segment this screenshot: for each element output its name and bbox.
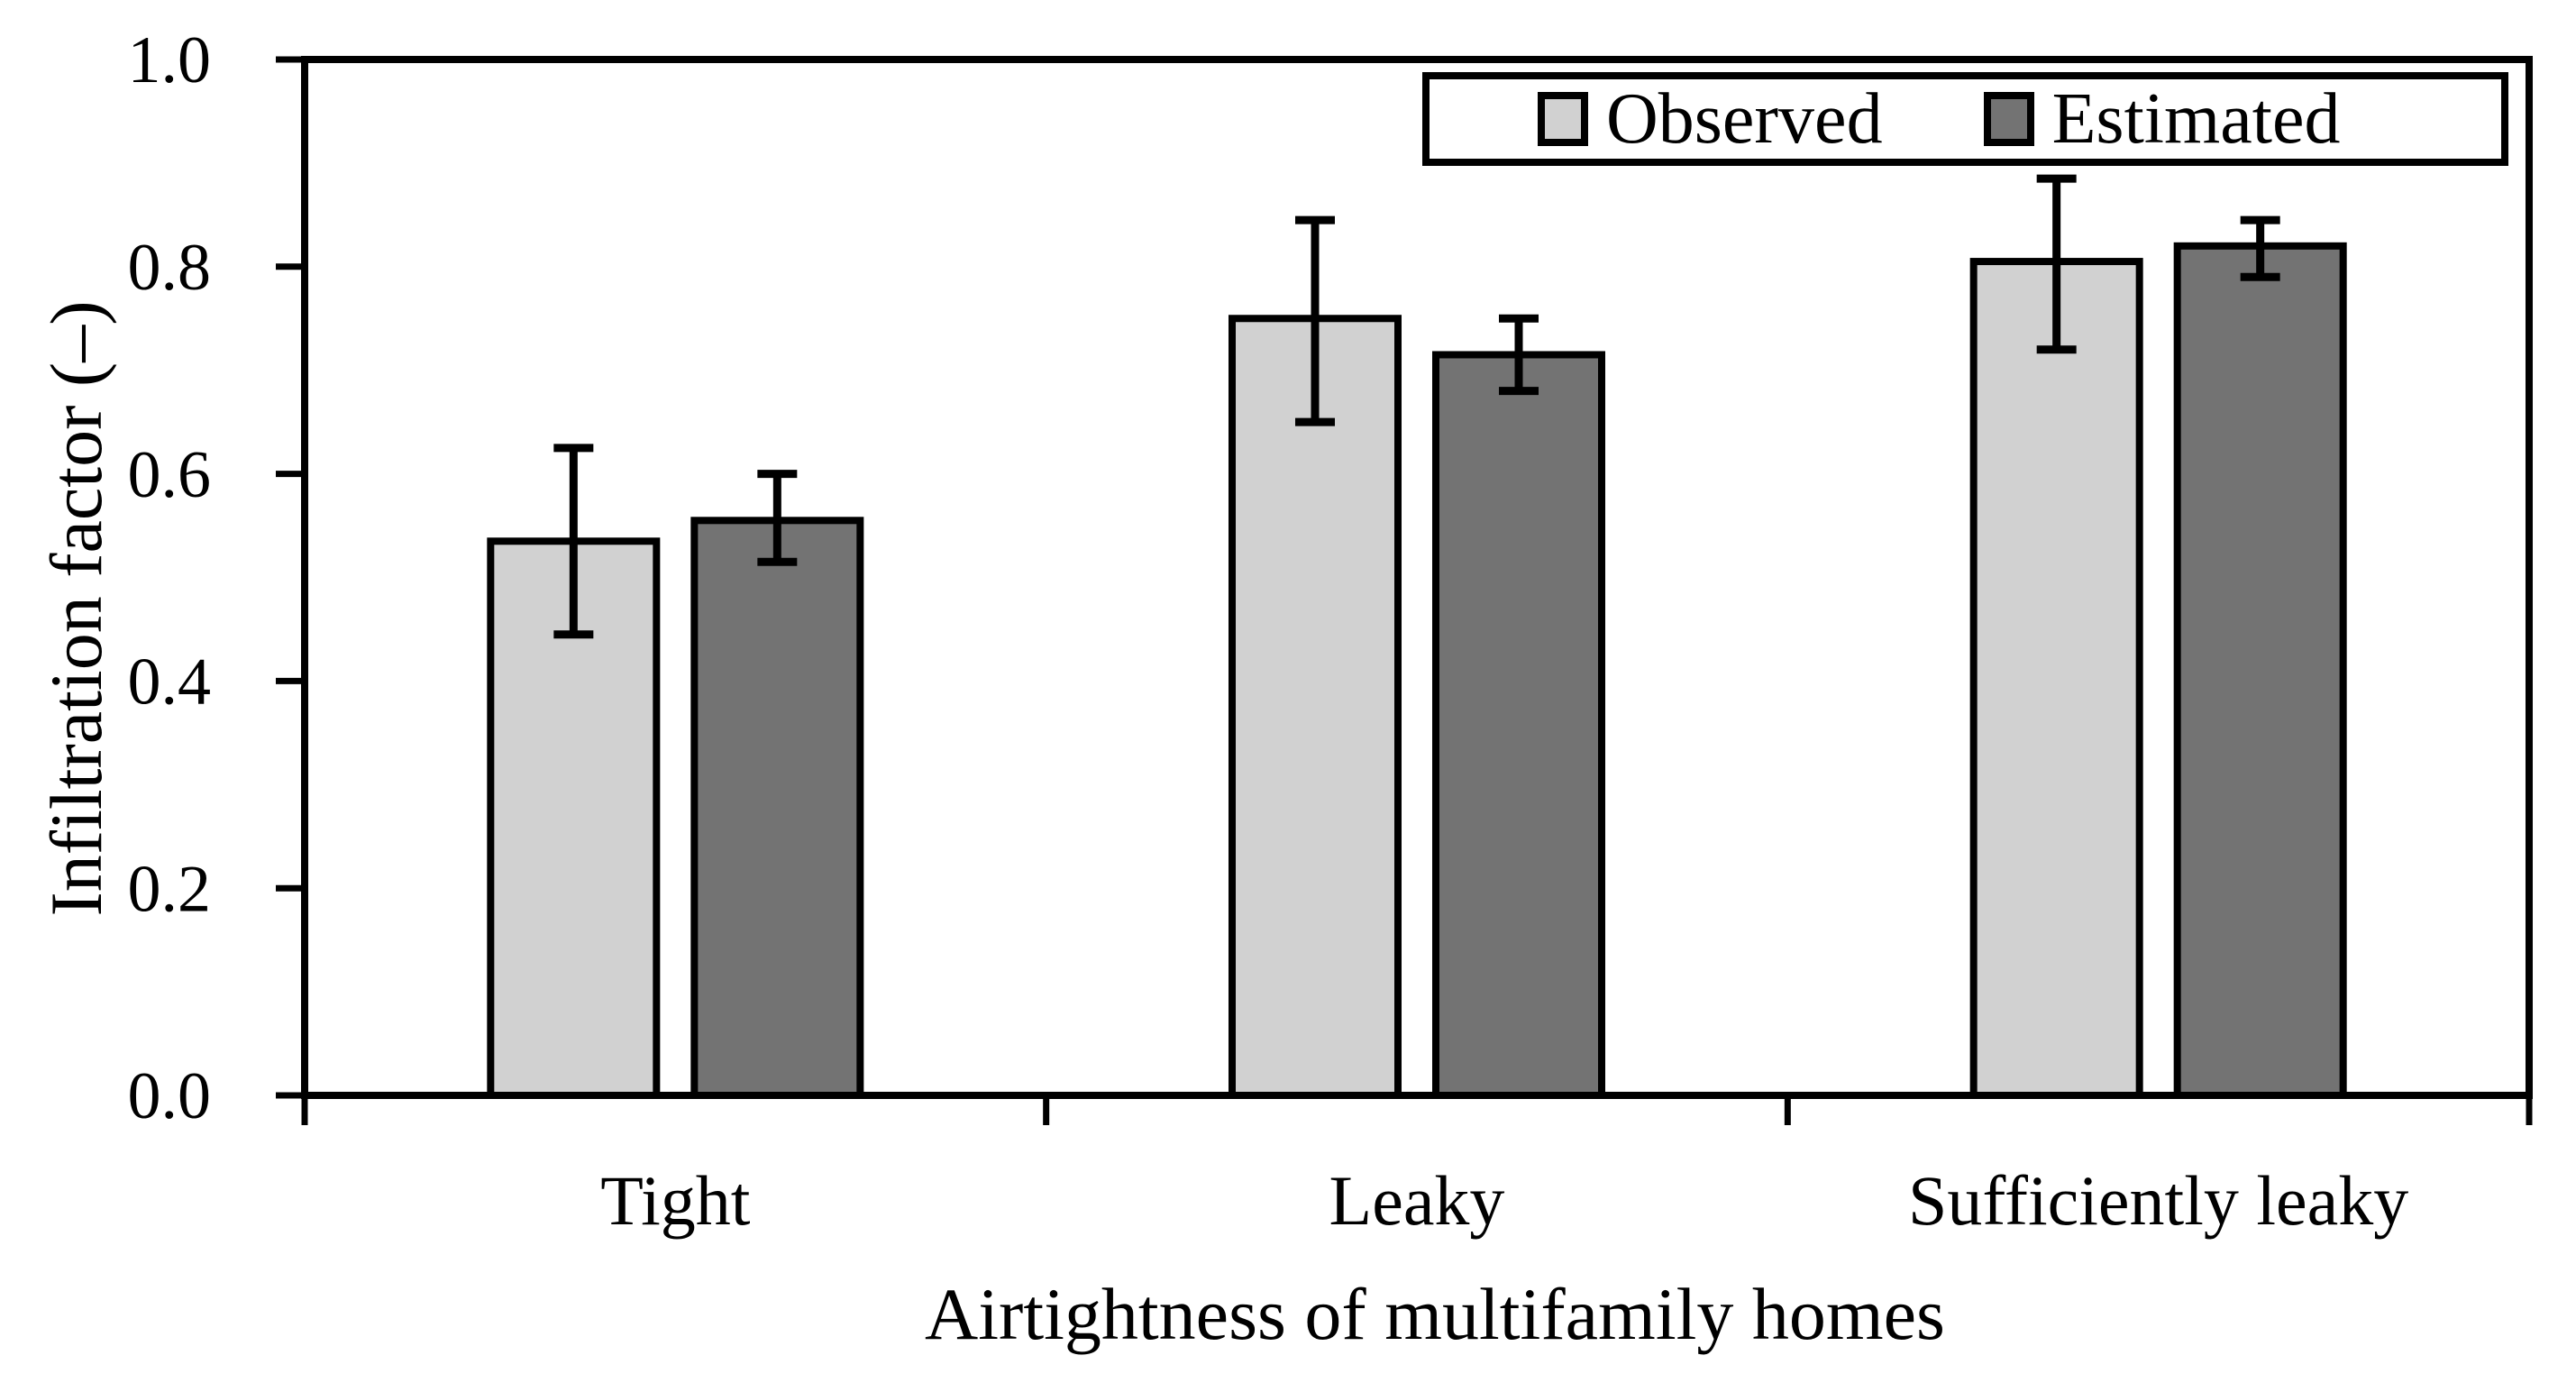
y-tick-label: 0.8 (128, 231, 212, 305)
legend-item-observed: Observed (1538, 83, 1883, 155)
legend-label-estimated: Estimated (2051, 79, 2341, 159)
bar-observed-leaky (1229, 315, 1402, 1099)
category-label-sufficiently-leaky: Sufficiently leaky (1908, 1161, 2408, 1240)
y-tick-label: 0.0 (128, 1059, 212, 1133)
plot-frame (301, 56, 2533, 1099)
legend-swatch-estimated (1983, 92, 2034, 146)
category-label-tight: Tight (600, 1161, 751, 1240)
y-axis-title: Infiltration factor (–) (35, 300, 117, 917)
category-label-leaky: Leaky (1329, 1161, 1505, 1240)
bar-estimated-leaky (1432, 351, 1605, 1099)
bar-estimated-tight (690, 517, 864, 1099)
legend-swatch-observed (1538, 92, 1588, 146)
bar-observed-sufficiently-leaky (1969, 258, 2143, 1099)
legend-item-estimated: Estimated (1983, 79, 2341, 159)
bar-estimated-sufficiently-leaky (2173, 242, 2347, 1099)
x-axis-title: Airtightness of multifamily homes (925, 1273, 1945, 1355)
y-tick-label: 0.6 (128, 438, 212, 512)
legend: Observed Estimated (1422, 72, 2508, 166)
legend-label-observed: Observed (1606, 79, 1883, 159)
y-tick-label: 0.4 (128, 646, 212, 719)
y-tick-label: 1.0 (128, 23, 212, 97)
y-tick-label: 0.2 (128, 852, 212, 926)
